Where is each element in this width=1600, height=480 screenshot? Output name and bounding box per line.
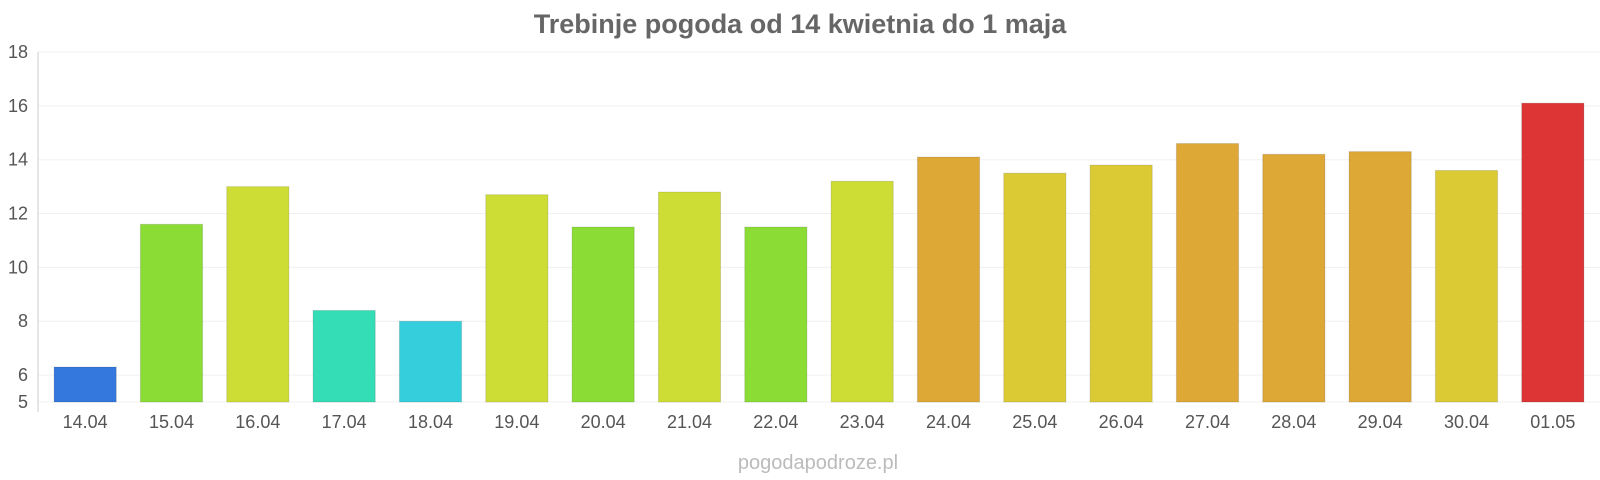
x-tick-label: 22.04 — [753, 412, 798, 432]
x-tick-label: 27.04 — [1185, 412, 1230, 432]
x-tick-label: 21.04 — [667, 412, 712, 432]
bar-23.04 — [830, 180, 894, 403]
y-tick-label: 8 — [18, 311, 28, 331]
y-tick-label: 10 — [8, 257, 28, 277]
source-credit: pogodapodroze.pl — [738, 452, 898, 474]
x-tick-label: 23.04 — [840, 412, 885, 432]
bar-26.04 — [1089, 164, 1153, 403]
grid-lines — [38, 51, 1600, 403]
x-tick-label: 14.04 — [63, 412, 108, 432]
bar-24.04 — [916, 156, 981, 403]
bar-27.04 — [1175, 143, 1240, 403]
y-tick-label: 18 — [8, 42, 28, 62]
y-axis-ticks: 5 6 8 10 12 14 16 18 — [8, 42, 28, 412]
bar-25.04 — [1003, 172, 1067, 403]
bar-17.04 — [312, 309, 376, 403]
bars — [53, 102, 1585, 403]
x-tick-label: 24.04 — [926, 412, 971, 432]
x-tick-label: 17.04 — [322, 412, 367, 432]
bar-15.04 — [139, 223, 204, 403]
y-tick-label: 12 — [8, 204, 28, 224]
x-tick-label: 01.05 — [1530, 412, 1575, 432]
bar-22.04 — [744, 226, 808, 403]
bar-18.04 — [398, 320, 463, 403]
x-tick-label: 20.04 — [581, 412, 626, 432]
x-tick-label: 19.04 — [494, 412, 539, 432]
bar-19.04 — [485, 194, 549, 403]
x-tick-label: 16.04 — [235, 412, 280, 432]
bar-14.04 — [53, 366, 117, 403]
x-tick-label: 18.04 — [408, 412, 453, 432]
chart-title: Trebinje pogoda od 14 kwietnia do 1 maja — [534, 9, 1068, 39]
x-tick-label: 29.04 — [1358, 412, 1403, 432]
bar-01.05 — [1521, 102, 1585, 403]
y-tick-label: 16 — [8, 96, 28, 116]
bar-20.04 — [571, 226, 635, 403]
bar-16.04 — [226, 186, 290, 403]
x-tick-label: 26.04 — [1099, 412, 1144, 432]
x-tick-label: 15.04 — [149, 412, 194, 432]
x-tick-label: 30.04 — [1444, 412, 1489, 432]
x-tick-label: 25.04 — [1012, 412, 1057, 432]
y-tick-label: 5 — [18, 392, 28, 412]
bar-28.04 — [1262, 153, 1326, 403]
y-tick-label: 6 — [18, 365, 28, 385]
x-tick-label: 28.04 — [1271, 412, 1316, 432]
x-axis-labels: 14.04 15.04 16.04 17.04 18.04 19.04 20.04 21.04… — [63, 412, 1576, 432]
bar-21.04 — [657, 191, 722, 403]
bar-30.04 — [1434, 169, 1499, 403]
y-tick-label: 14 — [8, 150, 28, 170]
bar-29.04 — [1348, 151, 1412, 403]
